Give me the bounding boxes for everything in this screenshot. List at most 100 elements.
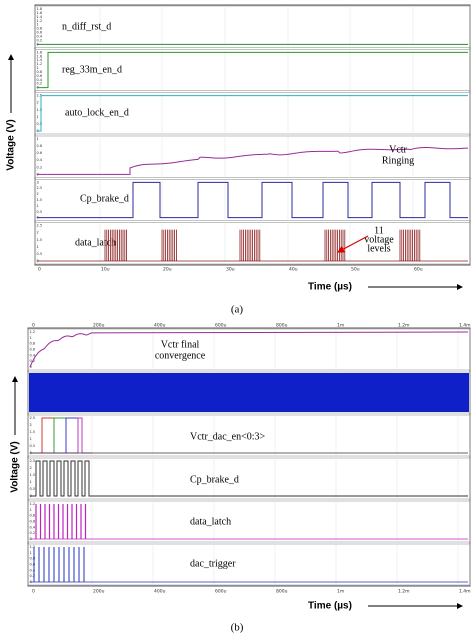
- caption: (a): [231, 304, 244, 316]
- x-tick-label: 20u: [163, 267, 172, 273]
- x-tick-label-top: 400u: [154, 323, 166, 329]
- waveform: [29, 331, 469, 368]
- trace-label: dac_trigger: [190, 558, 236, 569]
- y-tick-label: 0.4: [37, 34, 43, 38]
- waveform: [37, 181, 468, 219]
- y-tick-label: 2: [30, 423, 32, 427]
- y-tick-label: 1: [37, 115, 39, 119]
- trace-frame: [27, 500, 471, 543]
- x-tick-label-top: 600u: [215, 323, 227, 329]
- x-tick-label: 800u: [276, 589, 288, 595]
- x-tick-label: 600u: [215, 589, 227, 595]
- trace-label: Cp_brake_d: [190, 474, 239, 485]
- y-tick-label: 1: [37, 23, 39, 27]
- y-tick-label: 1.6: [37, 11, 43, 15]
- plot-frame: [27, 327, 471, 587]
- y-tick-label: 0.6: [37, 74, 43, 78]
- y-axis-label: Voltage (V): [10, 441, 21, 492]
- y-tick-label: 0.4: [30, 525, 36, 529]
- trace-label: data_latch: [75, 237, 116, 248]
- y-tick-label: 0.5: [37, 210, 43, 214]
- x-tick-label: 30u: [226, 267, 235, 273]
- y-tick-label: 1: [30, 551, 32, 555]
- y-tick-label: 0.5: [37, 252, 43, 256]
- waveform: [37, 51, 468, 89]
- x-tick-label: 40u: [289, 267, 298, 273]
- y-tick-label: 1.5: [37, 198, 43, 202]
- y-tick-label: 1.2: [30, 502, 36, 506]
- x-tick-label: 1.4m: [459, 589, 471, 595]
- annotation: convergence: [155, 350, 206, 361]
- y-tick-label: 0.6: [37, 151, 43, 155]
- y-tick-label: 0.8: [37, 70, 43, 74]
- y-tick-label: 1.2: [37, 62, 43, 66]
- y-tick-label: 1.8: [37, 50, 43, 54]
- y-tick-label: 0.2: [37, 82, 43, 86]
- trace-frame: [34, 5, 471, 48]
- caption: (b): [231, 622, 244, 634]
- waveform-fill: [29, 373, 469, 412]
- y-tick-label: 1: [37, 137, 39, 141]
- y-tick-label: 0: [30, 365, 33, 369]
- x-tick-label: 0: [38, 267, 41, 273]
- x-tick-label-top: 1.4m: [459, 323, 471, 329]
- annotation-arrow: [336, 235, 369, 253]
- y-tick-label: 1.5: [37, 238, 43, 242]
- x-tick-label: 50u: [351, 267, 360, 273]
- waveform: [37, 95, 468, 132]
- y-tick-label: 1.2: [37, 19, 43, 23]
- y-tick-label: 0.4: [37, 158, 43, 162]
- x-tick-label: 60u: [414, 267, 423, 273]
- x-tick-label-top: 1m: [337, 323, 344, 329]
- y-tick-label: 3: [37, 180, 39, 184]
- x-tick-label: 1m: [337, 589, 344, 595]
- y-tick-label: 1.5: [30, 473, 36, 477]
- waveform: [37, 146, 469, 175]
- trace-label: Vctr_dac_en<0:3>: [190, 431, 266, 442]
- y-tick-label: 1.2: [30, 330, 36, 334]
- x-axis-label: Time (µs): [308, 282, 352, 293]
- x-tick-label: 0: [32, 589, 35, 595]
- y-tick-label: 0.6: [30, 563, 36, 567]
- y-tick-label: 2.5: [37, 186, 43, 190]
- trace-label: n_diff_rst_d: [62, 21, 111, 32]
- y-tick-label: 1: [37, 204, 39, 208]
- y-tick-label: 1.8: [37, 7, 43, 11]
- y-tick-label: 0.6: [37, 31, 43, 35]
- y-tick-label: 1.5: [37, 108, 43, 112]
- y-tick-label: 1: [30, 437, 32, 441]
- y-axis-label: Voltage (V): [6, 119, 17, 170]
- y-tick-label: 2: [30, 466, 32, 470]
- y-tick-label: 0.8: [37, 27, 43, 31]
- trace-frame: [34, 135, 471, 178]
- annotation: Ringing: [382, 155, 414, 166]
- x-tick-label: 400u: [154, 589, 166, 595]
- y-tick-label: 0.8: [30, 557, 36, 561]
- y-tick-label: 0.4: [30, 353, 36, 357]
- y-tick-label: 0.8: [30, 514, 36, 518]
- y-tick-label: 0.6: [30, 520, 36, 524]
- x-tick-label-top: 1.2m: [398, 323, 410, 329]
- y-tick-label: 1: [37, 245, 39, 249]
- annotation: Vctr final: [161, 339, 200, 350]
- trace-frame: [27, 414, 471, 457]
- y-tick-label: 1: [37, 66, 39, 70]
- y-tick-label: 0.2: [37, 38, 43, 42]
- y-tick-label: 1.5: [30, 430, 36, 434]
- y-tick-label: 0.8: [37, 144, 43, 148]
- y-tick-label: 1.6: [37, 54, 43, 58]
- y-tick-label: 2.5: [37, 224, 43, 228]
- y-tick-label: 1.4: [37, 58, 43, 62]
- trace-frame: [27, 328, 471, 371]
- trace-label: auto_lock_en_d: [65, 107, 129, 118]
- y-tick-label: 0.2: [30, 531, 36, 535]
- y-tick-label: 0.5: [30, 487, 36, 491]
- x-tick-label: 1.2m: [398, 589, 410, 595]
- y-tick-label: 2: [37, 231, 39, 235]
- trace-label: data_latch: [190, 516, 231, 527]
- y-tick-label: 0.5: [30, 444, 36, 448]
- y-tick-label: 2.5: [30, 459, 36, 463]
- x-tick-label-top: 800u: [276, 323, 288, 329]
- y-tick-label: 2: [37, 192, 39, 196]
